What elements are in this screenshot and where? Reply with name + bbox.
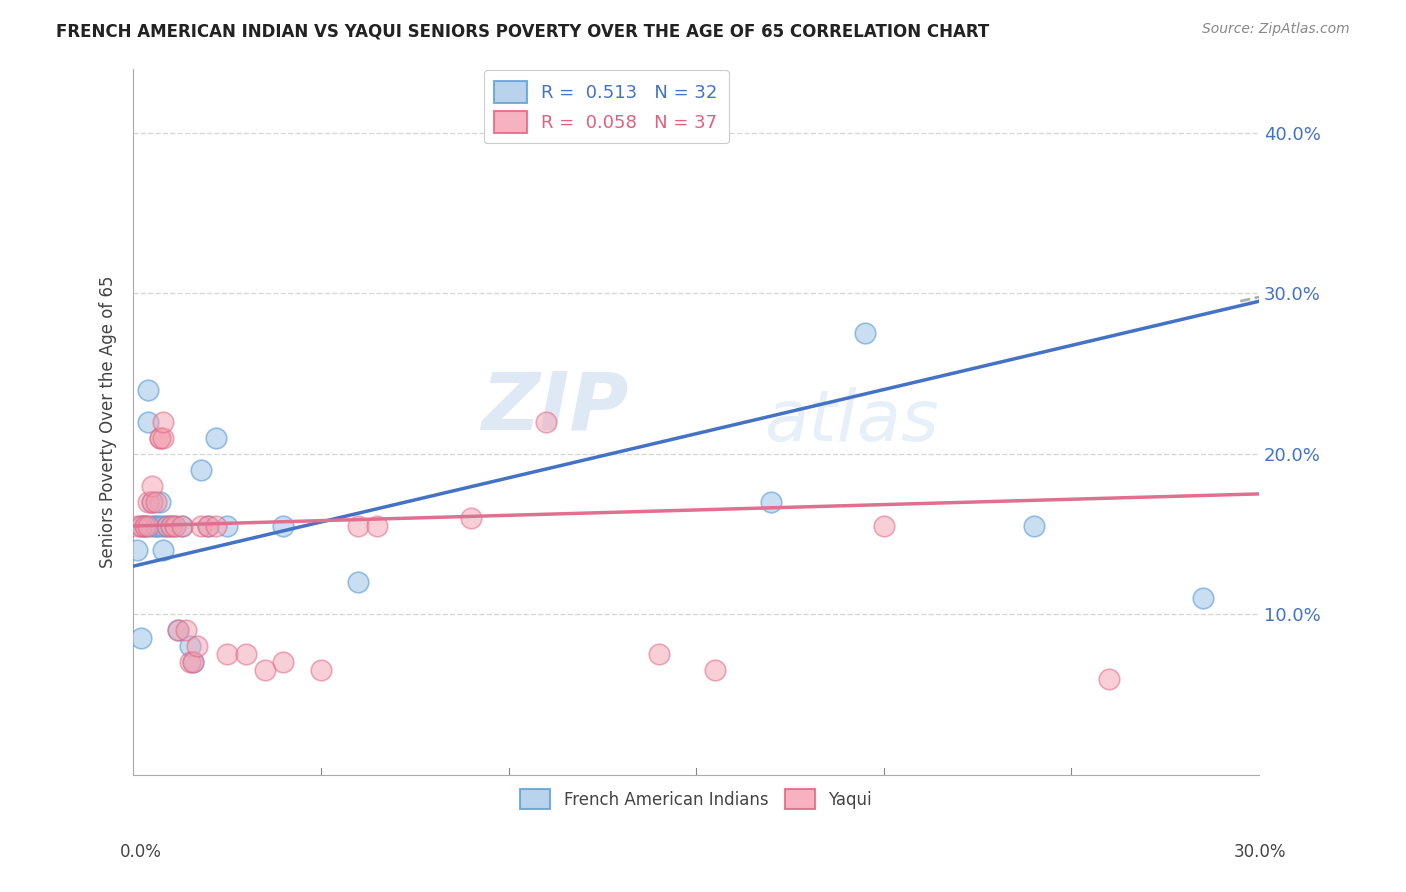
Text: FRENCH AMERICAN INDIAN VS YAQUI SENIORS POVERTY OVER THE AGE OF 65 CORRELATION C: FRENCH AMERICAN INDIAN VS YAQUI SENIORS … [56, 22, 990, 40]
Point [366, 519, 388, 533]
Point [172, 519, 194, 533]
Point [138, 495, 160, 509]
Point [134, 519, 156, 533]
Point [129, 632, 152, 646]
Point [179, 640, 201, 654]
Point [134, 519, 156, 533]
Point [205, 519, 228, 533]
Point [156, 519, 179, 533]
Point [149, 495, 172, 509]
Point [145, 519, 167, 533]
Point [138, 519, 160, 533]
Point [1022, 519, 1045, 533]
Point [183, 656, 205, 670]
Point [347, 519, 370, 533]
Point [1191, 591, 1213, 606]
Point [125, 543, 148, 558]
Point [167, 624, 190, 638]
Y-axis label: Seniors Poverty Over the Age of 65: Seniors Poverty Over the Age of 65 [100, 276, 117, 568]
Point [134, 519, 156, 533]
Point [163, 519, 186, 533]
Point [647, 648, 669, 662]
Point [141, 495, 163, 509]
Point [145, 519, 167, 533]
Point [534, 415, 557, 429]
Point [273, 656, 295, 670]
Point [145, 495, 167, 509]
Point [152, 543, 174, 558]
Point [309, 664, 332, 678]
Point [129, 519, 152, 533]
Point [125, 519, 148, 533]
Point [347, 575, 370, 590]
Point [149, 431, 172, 445]
Text: Source: ZipAtlas.com: Source: ZipAtlas.com [1202, 22, 1350, 37]
Point [152, 431, 174, 445]
Point [149, 431, 172, 445]
Point [460, 511, 482, 525]
Text: atlas: atlas [763, 387, 938, 456]
Point [167, 624, 190, 638]
Point [141, 495, 163, 509]
Point [759, 495, 782, 509]
Point [703, 664, 725, 678]
Point [1098, 672, 1121, 686]
Point [129, 519, 152, 533]
Point [190, 463, 212, 477]
Point [138, 383, 160, 397]
Point [186, 640, 208, 654]
Text: 30.0%: 30.0% [1234, 843, 1286, 861]
Point [179, 656, 201, 670]
Point [873, 519, 896, 533]
Point [172, 519, 194, 533]
Point [197, 519, 219, 533]
Legend: French American Indians, Yaqui: French American Indians, Yaqui [513, 782, 879, 816]
Point [141, 519, 163, 533]
Point [138, 415, 160, 429]
Point [253, 664, 276, 678]
Point [197, 519, 219, 533]
Point [152, 519, 174, 533]
Point [853, 326, 876, 341]
Point [160, 519, 183, 533]
Point [273, 519, 295, 533]
Point [174, 624, 197, 638]
Point [152, 415, 174, 429]
Point [141, 479, 163, 493]
Point [205, 431, 228, 445]
Text: 0.0%: 0.0% [120, 843, 162, 861]
Point [149, 519, 172, 533]
Point [235, 648, 257, 662]
Point [160, 519, 183, 533]
Point [217, 519, 239, 533]
Point [156, 519, 179, 533]
Point [217, 648, 239, 662]
Point [183, 656, 205, 670]
Text: ZIP: ZIP [481, 368, 628, 447]
Point [190, 519, 212, 533]
Point [163, 519, 186, 533]
